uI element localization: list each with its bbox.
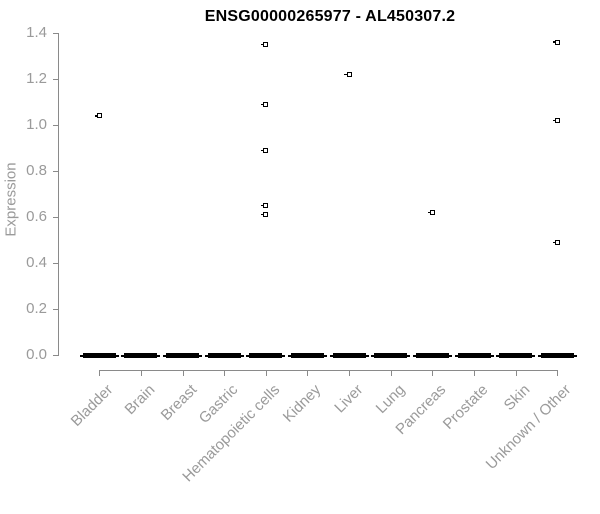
chart-title: ENSG00000265977 - AL450307.2 xyxy=(204,8,456,25)
box xyxy=(246,353,286,358)
y-tick-label: 0.2 xyxy=(26,300,47,317)
y-tick xyxy=(53,263,58,264)
y-tick-label: 0.6 xyxy=(26,208,47,225)
outlier-point xyxy=(552,39,560,45)
outlier-point xyxy=(261,42,269,47)
x-tick xyxy=(515,370,517,376)
x-tick xyxy=(390,370,392,376)
box xyxy=(496,353,536,358)
box xyxy=(454,353,494,358)
outlier-point xyxy=(427,209,435,215)
box xyxy=(287,353,327,358)
x-axis-line xyxy=(99,370,559,371)
y-tick xyxy=(53,355,58,356)
x-tick xyxy=(224,370,226,376)
y-tick xyxy=(53,217,58,218)
box xyxy=(204,353,244,358)
x-tick xyxy=(307,370,309,376)
outlier-point xyxy=(261,203,269,208)
y-tick xyxy=(53,79,58,80)
y-tick-label: 0.4 xyxy=(26,254,47,271)
box xyxy=(412,353,452,358)
y-tick-label: 1.0 xyxy=(26,116,47,133)
outlier-point xyxy=(94,113,102,119)
x-tick xyxy=(140,370,142,376)
x-tick xyxy=(349,370,351,376)
x-tick xyxy=(557,370,559,376)
box xyxy=(121,353,161,358)
outlier-point xyxy=(261,147,269,153)
box xyxy=(79,353,119,358)
boxplot-figure: ENSG00000265977 - AL450307.2 Expression … xyxy=(2,8,577,486)
y-tick-label: 1.2 xyxy=(26,70,47,87)
x-tick xyxy=(99,370,101,376)
box xyxy=(537,353,577,358)
box xyxy=(371,353,411,358)
outlier-point xyxy=(552,239,560,245)
y-tick-label: 0.0 xyxy=(26,346,47,363)
y-tick xyxy=(53,309,58,310)
x-tick xyxy=(474,370,476,376)
y-tick xyxy=(53,125,58,126)
y-tick-label: 0.8 xyxy=(26,162,47,179)
outlier-point xyxy=(552,117,560,123)
y-tick xyxy=(53,171,58,172)
outlier-point xyxy=(344,71,352,77)
outlier-point xyxy=(261,212,269,218)
x-tick xyxy=(265,370,267,376)
box xyxy=(163,353,203,358)
y-tick xyxy=(53,33,58,34)
y-tick-label: 1.4 xyxy=(26,24,47,41)
x-tick xyxy=(182,370,184,376)
outlier-point xyxy=(261,101,269,107)
x-tick xyxy=(432,370,434,376)
box xyxy=(329,353,369,358)
y-axis-line xyxy=(58,33,59,356)
